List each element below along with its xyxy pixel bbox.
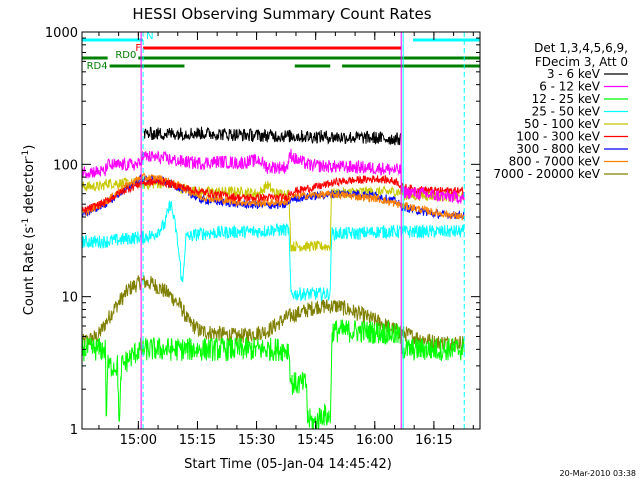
y-tick-label: 1000 xyxy=(45,26,78,41)
legend-label: 7000 - 20000 keV xyxy=(493,167,600,181)
series-trace-25-50-kev xyxy=(82,199,465,302)
series-layer xyxy=(82,126,465,429)
y-tick-label: 10 xyxy=(61,291,78,306)
y-label-sup1: -1 xyxy=(21,218,31,227)
series-trace-3-6-kev xyxy=(143,126,402,146)
chart-title: HESSI Observing Summary Count Rates xyxy=(132,5,431,23)
plot-frame xyxy=(81,31,481,430)
legend-label: 300 - 800 keV xyxy=(516,142,600,156)
legend-label: 12 - 25 keV xyxy=(532,92,601,106)
legend-label: 800 - 7000 keV xyxy=(509,155,601,169)
series-trace-12-25-kev xyxy=(82,319,465,429)
y-label-part1: Count Rate (s xyxy=(22,227,37,316)
y-tick-label: 100 xyxy=(53,158,78,173)
legend-label: 6 - 12 keV xyxy=(539,80,601,94)
series-trace-100-300-kev xyxy=(82,175,465,214)
flag-label-f: F xyxy=(135,43,141,54)
y-label-part2: detector xyxy=(22,158,37,218)
legend: Det 1,3,4,5,6,9, FDecim 3, Att 0 3 - 6 k… xyxy=(493,41,628,181)
legend-label: 100 - 300 keV xyxy=(516,130,600,144)
legend-label: 25 - 50 keV xyxy=(532,105,601,119)
legend-label: 50 - 100 keV xyxy=(524,117,601,131)
x-tick-label: 15:45 xyxy=(297,433,334,448)
legend-header-detectors: Det 1,3,4,5,6,9, xyxy=(534,41,628,55)
flag-label-n: N xyxy=(146,31,153,42)
x-tick-label: 15:00 xyxy=(120,433,157,448)
legend-label: 3 - 6 keV xyxy=(547,67,601,81)
event-markers xyxy=(140,32,465,429)
series-trace-800-7000-kev xyxy=(82,172,465,221)
flag-label-rd4: RD4 xyxy=(87,61,108,72)
legend-header-decimation: FDecim 3, Att 0 xyxy=(535,55,628,69)
x-tick-label: 16:15 xyxy=(415,433,452,448)
y-axis-label: Count Rate (s-1 detector-1) xyxy=(21,145,37,316)
x-axis-label: Start Time (05-Jan-04 14:45:42) xyxy=(184,457,392,472)
x-tick-label: 16:00 xyxy=(356,433,393,448)
y-tick-label: 1 xyxy=(70,423,78,438)
y-label-part3: ) xyxy=(22,145,37,150)
axes: 15:00 15:15 15:30 15:45 16:00 16:15 1 10 100 1000 xyxy=(45,26,480,448)
x-tick-label: 15:30 xyxy=(238,433,275,448)
flag-label-rd0: RD0 xyxy=(115,50,136,61)
series-trace-6-12-kev xyxy=(82,148,465,204)
y-label-sup2: -1 xyxy=(21,150,31,159)
x-tick-label: 15:15 xyxy=(179,433,216,448)
plot-timestamp: 20-Mar-2010 03:38 xyxy=(560,469,637,478)
